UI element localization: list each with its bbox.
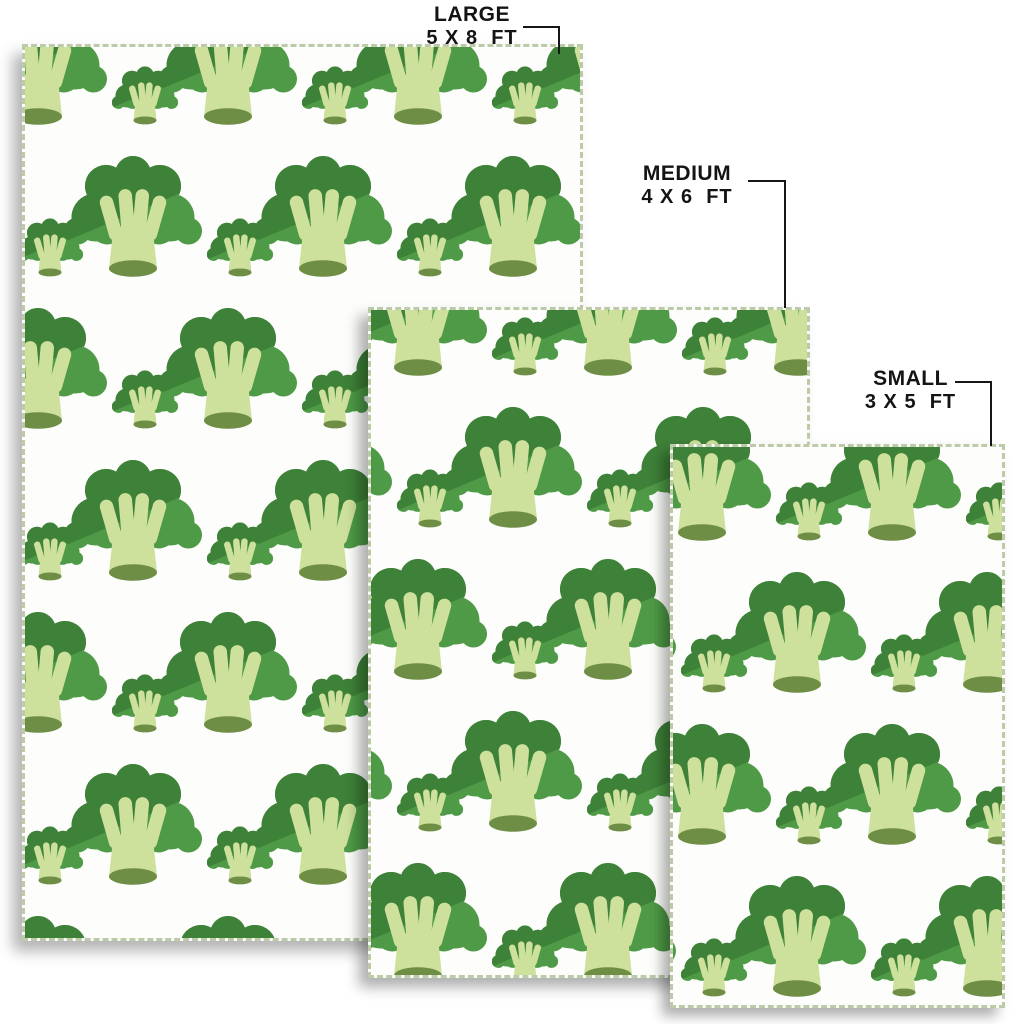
broccoli-icon xyxy=(533,556,683,706)
rug-small xyxy=(670,444,1005,1008)
broccoli-icon xyxy=(343,44,493,151)
callout-medium: MEDIUM 4 X 6 FT xyxy=(622,162,752,209)
broccoli-icon xyxy=(248,153,398,303)
size-name-label: MEDIUM xyxy=(642,162,732,185)
size-dimensions-label: 5 X 8 FT xyxy=(426,27,518,49)
callout-large: LARGE 5 X 8 FT xyxy=(408,3,536,50)
broccoli-icon xyxy=(963,785,1005,857)
broccoli-icon xyxy=(722,569,872,719)
broccoli-icon xyxy=(533,860,683,978)
broccoli-icon xyxy=(22,44,113,151)
broccoli-icon xyxy=(22,913,113,941)
broccoli-icon xyxy=(438,708,588,858)
pointer-line-medium-vertical xyxy=(784,180,786,308)
broccoli-icon xyxy=(22,609,113,759)
broccoli-pattern xyxy=(673,447,1002,1005)
broccoli-icon xyxy=(22,305,113,455)
broccoli-icon xyxy=(533,44,583,151)
broccoli-icon xyxy=(58,153,208,303)
broccoli-icon xyxy=(963,481,1005,553)
size-name-label: SMALL xyxy=(873,367,948,390)
broccoli-icon xyxy=(438,404,588,554)
broccoli-icon xyxy=(153,305,303,455)
broccoli-icon xyxy=(723,307,810,402)
pointer-line-medium-horizontal xyxy=(748,180,786,182)
broccoli-icon xyxy=(58,457,208,607)
pointer-line-large-vertical xyxy=(558,26,560,54)
broccoli-icon xyxy=(817,721,967,871)
broccoli-icon xyxy=(368,556,493,706)
broccoli-icon xyxy=(368,307,493,402)
size-dimensions-label: 3 X 5 FT xyxy=(864,391,957,413)
pointer-line-small-vertical xyxy=(990,381,992,446)
pointer-line-small-horizontal xyxy=(955,381,992,383)
broccoli-icon xyxy=(368,860,493,978)
broccoli-icon xyxy=(722,873,872,1008)
broccoli-icon xyxy=(58,761,208,911)
broccoli-icon xyxy=(533,307,683,402)
broccoli-icon xyxy=(817,444,967,567)
broccoli-icon xyxy=(670,444,777,567)
broccoli-icon xyxy=(153,913,303,941)
broccoli-icon xyxy=(153,44,303,151)
broccoli-icon xyxy=(438,153,583,303)
callout-small: SMALL 3 X 5 FT xyxy=(848,367,973,414)
broccoli-icon xyxy=(912,873,1005,1008)
size-dimensions-label: 4 X 6 FT xyxy=(641,186,733,208)
broccoli-icon xyxy=(153,609,303,759)
broccoli-icon xyxy=(912,569,1005,719)
size-name-label: LARGE xyxy=(434,3,510,26)
broccoli-icon xyxy=(670,721,777,871)
pointer-line-large-horizontal xyxy=(523,26,560,28)
